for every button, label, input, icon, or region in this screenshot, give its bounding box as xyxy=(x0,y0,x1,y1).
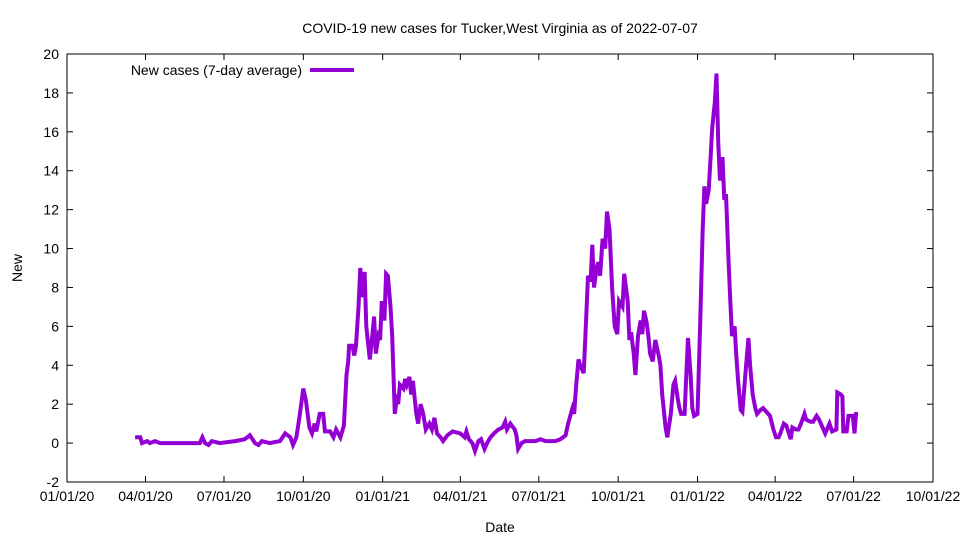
x-tick-label: 10/01/22 xyxy=(906,488,960,504)
x-axis-label: Date xyxy=(485,519,515,535)
y-tick-label: 14 xyxy=(43,163,59,179)
y-tick-label: 8 xyxy=(51,279,59,295)
axes: -2 0 2 4 6 8 10 12 14 16 18 20 01/01/20 04/01/20 07/01… xyxy=(40,46,960,504)
x-tick-label: 07/01/20 xyxy=(197,488,252,504)
chart-title: COVID-19 new cases for Tucker,West Virgi… xyxy=(302,20,698,36)
y-tick-label: 16 xyxy=(43,124,59,140)
legend: New cases (7-day average) xyxy=(131,62,354,78)
x-tick-label: 01/01/22 xyxy=(670,488,725,504)
x-tick-label: 07/01/22 xyxy=(826,488,881,504)
y-tick-label: -2 xyxy=(47,474,60,490)
y-tick-label: 6 xyxy=(51,318,59,334)
x-tick-label: 01/01/21 xyxy=(355,488,410,504)
x-tick-label: 04/01/22 xyxy=(748,488,803,504)
y-tick-label: 12 xyxy=(43,202,59,218)
y-tick-label: 4 xyxy=(51,357,59,373)
x-tick-label: 04/01/21 xyxy=(433,488,488,504)
legend-label: New cases (7-day average) xyxy=(131,62,302,78)
y-axis-label: New xyxy=(9,253,25,282)
series-line-new-cases xyxy=(135,73,859,458)
x-tick-label: 04/01/20 xyxy=(118,488,173,504)
x-tick-label: 10/01/21 xyxy=(591,488,646,504)
y-tick-label: 2 xyxy=(51,396,59,412)
y-tick-label: 20 xyxy=(43,46,59,62)
plot-area xyxy=(135,73,859,458)
plot-border xyxy=(66,53,934,483)
x-tick-label: 01/01/20 xyxy=(40,488,95,504)
x-tick-label: 07/01/21 xyxy=(512,488,567,504)
y-tick-label: 0 xyxy=(51,435,59,451)
y-tick-label: 18 xyxy=(43,85,59,101)
x-tick-label: 10/01/20 xyxy=(276,488,331,504)
y-tick-label: 10 xyxy=(43,241,59,257)
